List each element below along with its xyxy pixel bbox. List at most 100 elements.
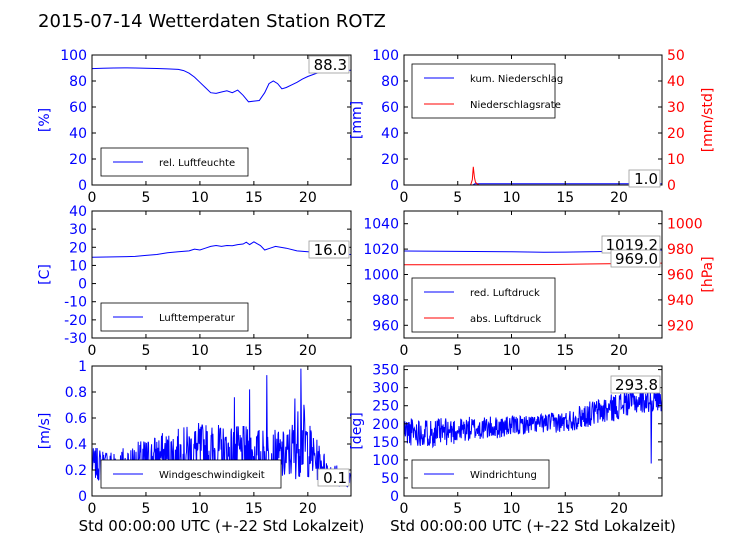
value-label-box <box>308 240 350 259</box>
x-tick-label: 0 <box>400 501 409 517</box>
y-tick-label: 10 <box>69 258 87 274</box>
y-right-tick-label: 50 <box>667 48 685 64</box>
y-right-tick-label: 980 <box>667 242 694 258</box>
y-tick-label: 50 <box>381 471 399 487</box>
x-axis-label: Std 00:00:00 UTC (+-22 Std Lokalzeit) <box>390 517 676 535</box>
y-right-tick-label: 10 <box>667 152 685 168</box>
legend-box <box>411 63 556 119</box>
y-tick-label: 100 <box>372 453 399 469</box>
legend-label: red. Luftdruck <box>470 288 540 299</box>
legend-label: Niederschlagsrate <box>470 100 561 111</box>
y-axis-label: [%] <box>37 108 53 132</box>
x-tick-label: 10 <box>191 501 209 517</box>
y-tick-label: 150 <box>372 435 399 451</box>
x-axis-label: Std 00:00:00 UTC (+-22 Std Lokalzeit) <box>79 517 365 535</box>
x-tick-label: 0 <box>400 190 409 206</box>
legend-label: Windrichtung <box>470 470 537 481</box>
subplot-windspeed: 0 5 10 15 20 0 0.2 0.4 0.6 0.8 1 [m/s] Std 00:00:00 … <box>37 359 364 535</box>
x-tick-label: 5 <box>141 190 150 206</box>
x-tick-label: 0 <box>88 501 97 517</box>
y-tick-label: 0 <box>78 489 87 505</box>
y-tick-label: 100 <box>60 48 87 64</box>
subplot-precipitation: 0 5 10 15 20 0 20 40 60 80 100 0 10 20 30 40 50 [mm] [mm/s… <box>349 48 716 206</box>
value-label: 293.8 <box>615 376 658 394</box>
x-tick-label: 10 <box>191 343 209 359</box>
value-label: 1.0 <box>634 170 658 188</box>
y-tick-label: 1040 <box>363 217 399 233</box>
y-right-tick-label: 20 <box>667 126 685 142</box>
y-tick-label: 0.8 <box>65 385 87 401</box>
axes-frame-temperature <box>91 210 352 339</box>
x-tick-label: 15 <box>556 501 574 517</box>
y-tick-label: -10 <box>64 295 87 311</box>
y-axis-label: [mm] <box>349 101 365 139</box>
subplot-humidity: 0 5 10 15 20 0 20 40 60 80 100 [%] rel. Luftfeuchte 8… <box>37 48 352 206</box>
legend-label: rel. Luftfeuchte <box>159 158 235 169</box>
x-tick-label: 15 <box>556 343 574 359</box>
value-label-box <box>628 169 661 188</box>
y-tick-label: 40 <box>69 126 87 142</box>
axes-frame-winddirection <box>403 365 663 497</box>
x-tick-label: 20 <box>610 501 628 517</box>
value-label: 88.3 <box>314 56 347 74</box>
x-tick-label: 0 <box>88 343 97 359</box>
legend-box <box>411 277 556 333</box>
value-label-box <box>610 375 661 394</box>
x-tick-label: 20 <box>299 190 317 206</box>
legend-label: kum. Niederschlag <box>470 74 563 85</box>
value-label: 969.0 <box>615 250 658 268</box>
y-tick-label: 40 <box>69 204 87 220</box>
y-right-tick-label: 30 <box>667 100 685 116</box>
legend-label: Lufttemperatur <box>159 313 236 324</box>
x-tick-label: 15 <box>245 501 263 517</box>
y-tick-label: 20 <box>381 152 399 168</box>
axes-frame-precipitation <box>403 54 663 186</box>
y-axis-label: [C] <box>37 264 53 285</box>
y-tick-label: 0 <box>78 277 87 293</box>
x-tick-label: 10 <box>503 501 521 517</box>
x-tick-label: 5 <box>453 190 462 206</box>
x-tick-label: 20 <box>299 501 317 517</box>
x-tick-label: 20 <box>610 190 628 206</box>
x-tick-label: 5 <box>453 343 462 359</box>
x-tick-label: 15 <box>245 190 263 206</box>
axes-frame-windspeed <box>91 365 352 497</box>
y-axis-label: [deg] <box>349 412 365 449</box>
y-tick-label: 200 <box>372 417 399 433</box>
y-tick-label: -20 <box>64 313 87 329</box>
x-tick-label: 15 <box>556 190 574 206</box>
y-right-tick-label: 1000 <box>667 217 703 233</box>
value-label: 1019.2 <box>606 236 659 254</box>
figure-title: 2015-07-14 Wetterdaten Station ROTZ <box>38 11 386 32</box>
y-right-tick-label: 940 <box>667 293 694 309</box>
x-tick-label: 5 <box>141 501 150 517</box>
y-tick-label: 350 <box>372 363 399 379</box>
y-right-tick-label: 920 <box>667 318 694 334</box>
series-line-precipitation-1 <box>404 166 662 185</box>
y-tick-label: 1000 <box>363 268 399 284</box>
x-tick-label: 5 <box>141 343 150 359</box>
series-line-winddirection-0 <box>404 384 662 464</box>
y-tick-label: 80 <box>381 74 399 90</box>
legend-label: abs. Luftdruck <box>470 314 541 325</box>
x-tick-label: 15 <box>245 343 263 359</box>
y-tick-label: 60 <box>381 100 399 116</box>
y-tick-label: -30 <box>64 331 87 347</box>
legend-label: Windgeschwindigkeit <box>159 470 265 481</box>
x-tick-label: 10 <box>503 343 521 359</box>
series-line-precipitation-0 <box>404 183 662 185</box>
y-tick-label: 980 <box>372 293 399 309</box>
y-tick-label: 250 <box>372 399 399 415</box>
y-tick-label: 40 <box>381 126 399 142</box>
y-tick-label: 30 <box>69 222 87 238</box>
value-label: 0.1 <box>323 469 347 487</box>
x-tick-label: 0 <box>400 343 409 359</box>
y-axis-label: [m/s] <box>37 413 53 450</box>
value-label-box <box>308 55 350 74</box>
y-tick-label: 1020 <box>363 242 399 258</box>
y-tick-label: 80 <box>69 74 87 90</box>
y-tick-label: 0.2 <box>65 463 87 479</box>
y-tick-label: 0 <box>390 489 399 505</box>
y-tick-label: 0 <box>78 178 87 194</box>
